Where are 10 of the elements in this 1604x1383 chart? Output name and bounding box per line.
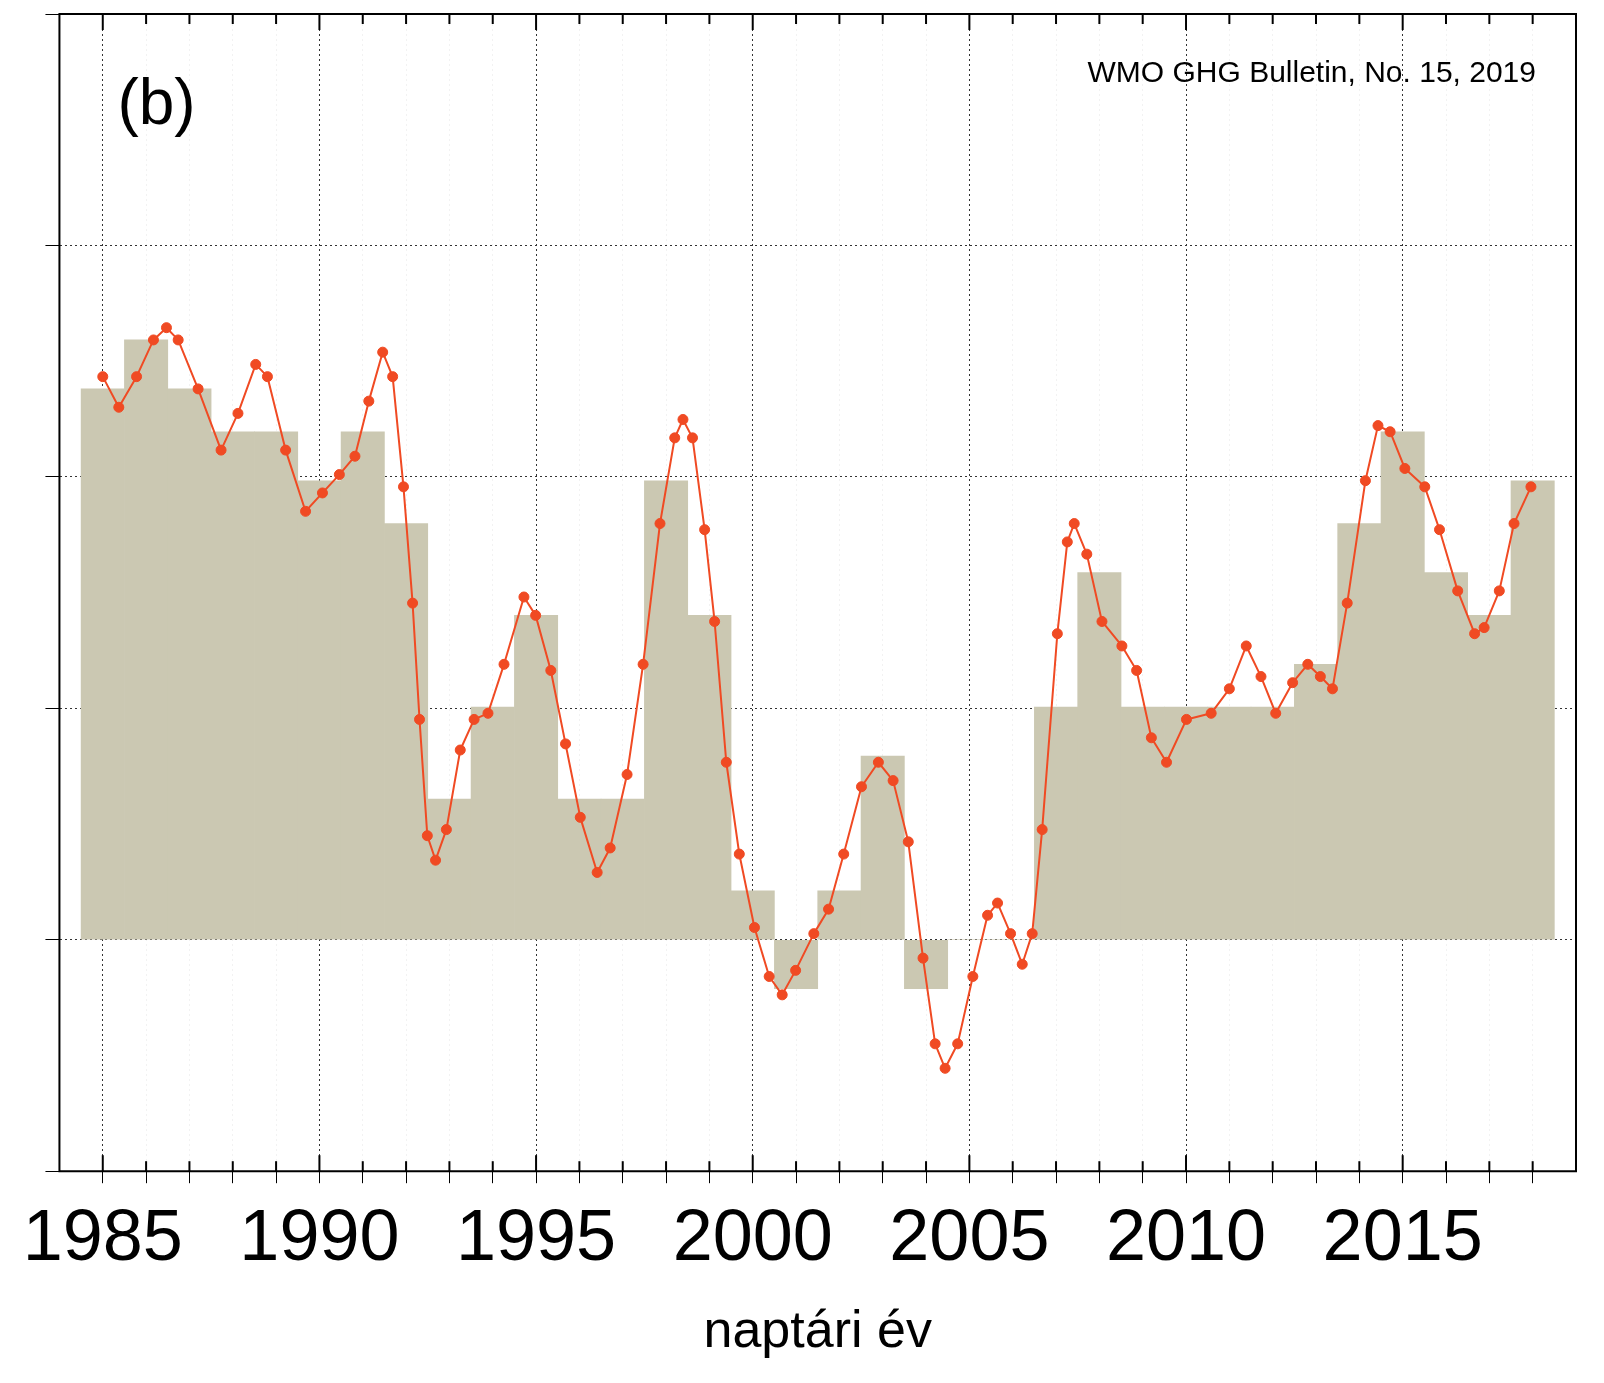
text: (b) bbox=[117, 65, 196, 138]
x-axis-title: naptári év bbox=[703, 1300, 932, 1359]
x-tick-label: 2010 bbox=[1105, 1195, 1267, 1276]
x-tick-label: 1995 bbox=[455, 1195, 617, 1276]
x-tick-label: 1990 bbox=[239, 1195, 400, 1276]
x-tick-label: 1985 bbox=[22, 1195, 183, 1276]
text: WMO GHG Bulletin, No. 15, 2019 bbox=[1087, 55, 1536, 89]
x-tick-label: 2005 bbox=[889, 1195, 1050, 1276]
x-tick-label: 2000 bbox=[672, 1195, 833, 1276]
x-tick-label: 2015 bbox=[1322, 1195, 1483, 1276]
